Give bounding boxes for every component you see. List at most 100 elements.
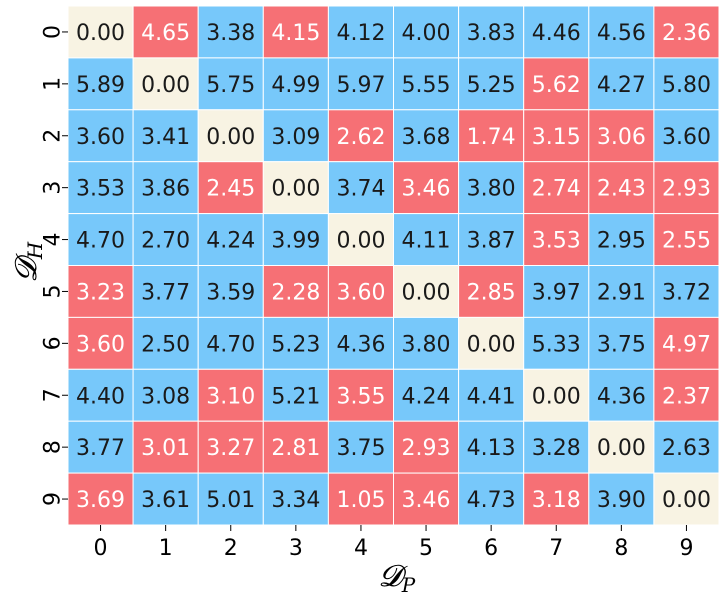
cell-value-label: 3.74: [336, 177, 385, 202]
heatmap-cell-2-4: [327, 109, 394, 163]
x-tick-label: 4: [354, 536, 368, 561]
heatmap-cell-1-7: [523, 57, 590, 111]
cell-value-label: 3.60: [76, 332, 125, 357]
cell-value-label: 3.87: [467, 229, 516, 254]
heatmap-cell-6-8: [588, 316, 655, 370]
heatmap-cell-4-4: [327, 213, 394, 267]
heatmap-cell-8-9: [653, 420, 720, 474]
x-tick-label: 8: [614, 536, 628, 561]
cell-value-label: 3.41: [141, 125, 190, 150]
heatmap-cell-1-9: [653, 57, 720, 111]
cell-value-label: 3.77: [141, 280, 190, 305]
x-axis-ticks: 0 1 2 3 4 5 6 7 8 9: [94, 525, 693, 561]
heatmap-cell-7-6: [458, 368, 525, 422]
cell-value-label: 4.97: [662, 332, 711, 357]
cell-value-label: 0.00: [141, 73, 190, 98]
cell-value-label: 5.23: [271, 332, 320, 357]
cell-value-label: 4.65: [141, 21, 190, 46]
x-tick-label: 2: [224, 536, 238, 561]
heatmap-cell-0-0: [67, 5, 134, 59]
x-tick-label: 3: [289, 536, 303, 561]
cell-value-label: 4.99: [271, 73, 320, 98]
cell-value-label: 4.12: [336, 21, 385, 46]
cell-value-label: 3.01: [141, 436, 190, 461]
heatmap-cell-5-8: [588, 265, 655, 318]
cell-value-label: 3.34: [271, 488, 320, 513]
cell-value-label: 3.23: [76, 280, 125, 305]
heatmap-cell-9-8: [588, 472, 655, 526]
cell-value-label: 4.24: [402, 384, 451, 409]
heatmap-cell-6-7: [523, 316, 590, 370]
cell-value-label: 5.75: [206, 73, 255, 98]
heatmap-cell-7-7: [523, 368, 590, 422]
cell-value-label: 1.74: [467, 125, 516, 150]
heatmap-cell-4-6: [458, 213, 525, 267]
cell-value-label: 0.00: [206, 125, 255, 150]
cell-value-label: 3.80: [467, 177, 516, 202]
cell-value-label: 4.46: [532, 21, 581, 46]
cell-value-label: 2.81: [271, 436, 320, 461]
cell-value-label: 2.50: [141, 332, 190, 357]
y-tick-label: 1: [41, 77, 66, 91]
cell-value-label: 4.24: [206, 229, 255, 254]
cell-value-label: 3.46: [402, 488, 451, 513]
cell-value-label: 5.62: [532, 73, 581, 98]
heatmap-cell-2-7: [523, 109, 590, 163]
cell-value-label: 5.01: [206, 488, 255, 513]
heatmap-cell-1-3: [262, 57, 329, 111]
heatmap-cell-3-8: [588, 161, 655, 215]
heatmap-cell-0-7: [523, 5, 590, 59]
heatmap-cell-6-6: [458, 316, 525, 370]
cell-value-label: 3.77: [76, 436, 125, 461]
y-axis-ticks: 0 1 2 3 4 5 6 7 8 9: [41, 25, 68, 506]
heatmap-cell-3-5: [393, 161, 460, 215]
heatmap-cell-4-9: [653, 213, 720, 267]
cell-value-label: 3.68: [402, 125, 451, 150]
cell-value-label: 3.18: [532, 488, 581, 513]
cell-value-label: 3.55: [336, 384, 385, 409]
y-tick-label: 7: [41, 388, 66, 402]
cell-value-label: 2.74: [532, 177, 581, 202]
cell-value-label: 3.83: [467, 21, 516, 46]
cell-value-label: 3.75: [336, 436, 385, 461]
heatmap-cell-4-8: [588, 213, 655, 267]
cell-value-label: 4.15: [271, 21, 320, 46]
cell-value-label: 4.40: [76, 384, 125, 409]
heatmap-cell-2-2: [197, 109, 264, 163]
cell-value-label: 2.28: [271, 280, 320, 305]
heatmap-cell-5-2: [197, 265, 264, 318]
heatmap-cell-3-9: [653, 161, 720, 215]
x-tick-label: 5: [419, 536, 433, 561]
x-axis-label: 𝓓P: [379, 559, 416, 596]
heatmap-cell-9-9: [653, 472, 720, 526]
heatmap-cell-3-6: [458, 161, 525, 215]
cell-value-label: 2.37: [662, 384, 711, 409]
x-tick-label: 0: [94, 536, 108, 561]
cell-value-label: 4.27: [597, 73, 646, 98]
cell-value-label: 4.56: [597, 21, 646, 46]
cell-value-label: 2.45: [206, 177, 255, 202]
cell-value-label: 3.99: [271, 229, 320, 254]
cell-value-label: 3.60: [76, 125, 125, 150]
heatmap-cell-8-3: [262, 420, 329, 474]
cell-value-label: 0.00: [532, 384, 581, 409]
y-tick-label: 0: [41, 25, 66, 39]
cell-value-label: 3.38: [206, 21, 255, 46]
cell-value-label: 3.10: [206, 384, 255, 409]
cell-value-label: 3.61: [141, 488, 190, 513]
cell-value-label: 2.93: [662, 177, 711, 202]
y-tick-label: 2: [41, 129, 66, 143]
heatmap-cell-9-5: [393, 472, 460, 526]
cell-value-label: 2.91: [597, 280, 646, 305]
heatmap-cell-8-1: [132, 420, 199, 474]
heatmap-cell-7-9: [653, 368, 720, 422]
cell-value-label: 4.36: [597, 384, 646, 409]
cell-value-label: 0.00: [597, 436, 646, 461]
heatmap-cell-5-3: [262, 265, 329, 318]
cell-value-label: 2.70: [141, 229, 190, 254]
cell-value-label: 3.06: [597, 125, 646, 150]
cell-value-label: 5.89: [76, 73, 125, 98]
heatmap-cell-7-1: [132, 368, 199, 422]
heatmap-cell-7-8: [588, 368, 655, 422]
heatmap-cell-0-9: [653, 5, 720, 59]
